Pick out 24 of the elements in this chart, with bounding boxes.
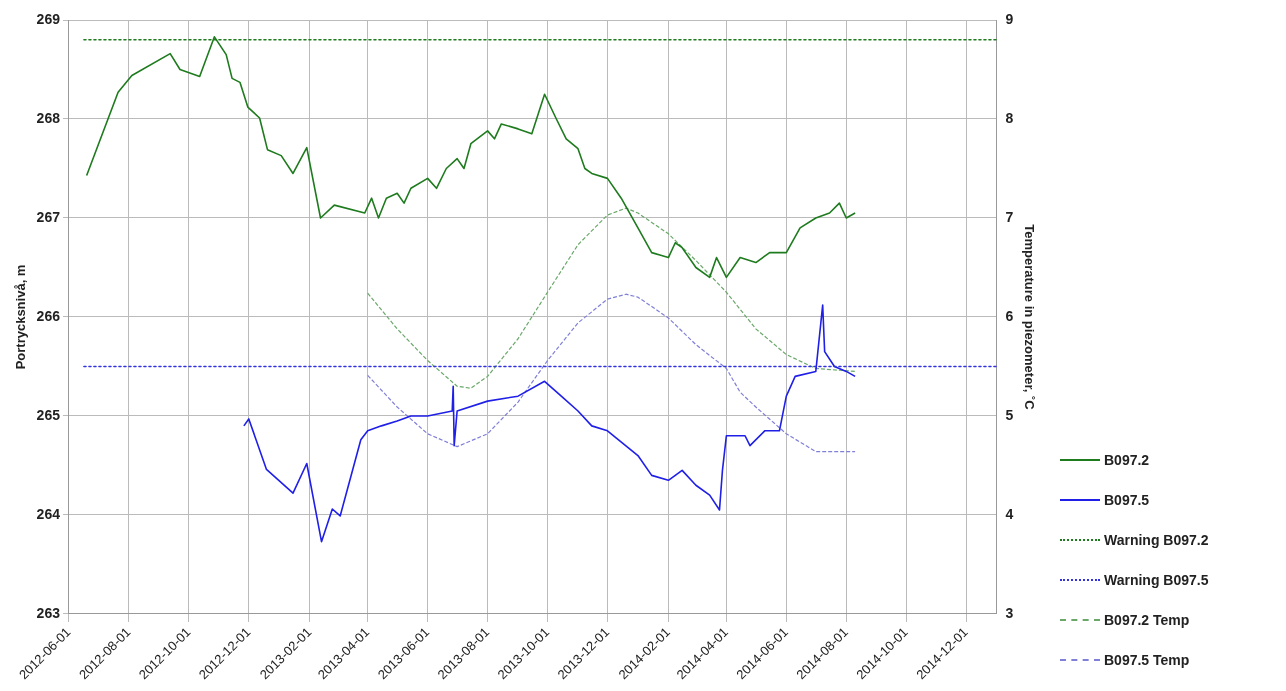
y2-tick-label: 5	[1005, 406, 1014, 423]
y2-axis-title: Temperature in piezometer, ˚C	[1021, 224, 1037, 411]
y-tick-label: 267	[36, 208, 61, 225]
y-tick-label: 264	[36, 505, 61, 522]
legend-label: B097.2	[1104, 452, 1150, 468]
y-tick-label: 268	[36, 109, 61, 126]
y2-tick-label: 7	[1005, 208, 1014, 225]
legend-label: B097.2 Temp	[1104, 612, 1190, 628]
y2-tick-label: 9	[1005, 10, 1014, 27]
y-tick-label: 265	[36, 406, 61, 423]
legend-label: Warning B097.5	[1104, 572, 1209, 588]
y-tick-label: 263	[36, 604, 61, 621]
legend-label: B097.5 Temp	[1104, 652, 1190, 668]
y2-tick-label: 3	[1005, 604, 1014, 621]
legend-label: B097.5	[1104, 492, 1150, 508]
y-axis-title: Portrycksnivå, m	[13, 264, 29, 370]
line-series	[367, 293, 856, 453]
y2-tick-label: 6	[1005, 307, 1014, 324]
y-tick-label: 266	[36, 307, 61, 324]
y2-tick-label: 8	[1005, 109, 1014, 126]
y-tick-label: 269	[36, 10, 61, 27]
legend-label: Warning B097.2	[1104, 532, 1209, 548]
line-series	[367, 207, 856, 389]
y2-tick-label: 4	[1005, 505, 1014, 522]
